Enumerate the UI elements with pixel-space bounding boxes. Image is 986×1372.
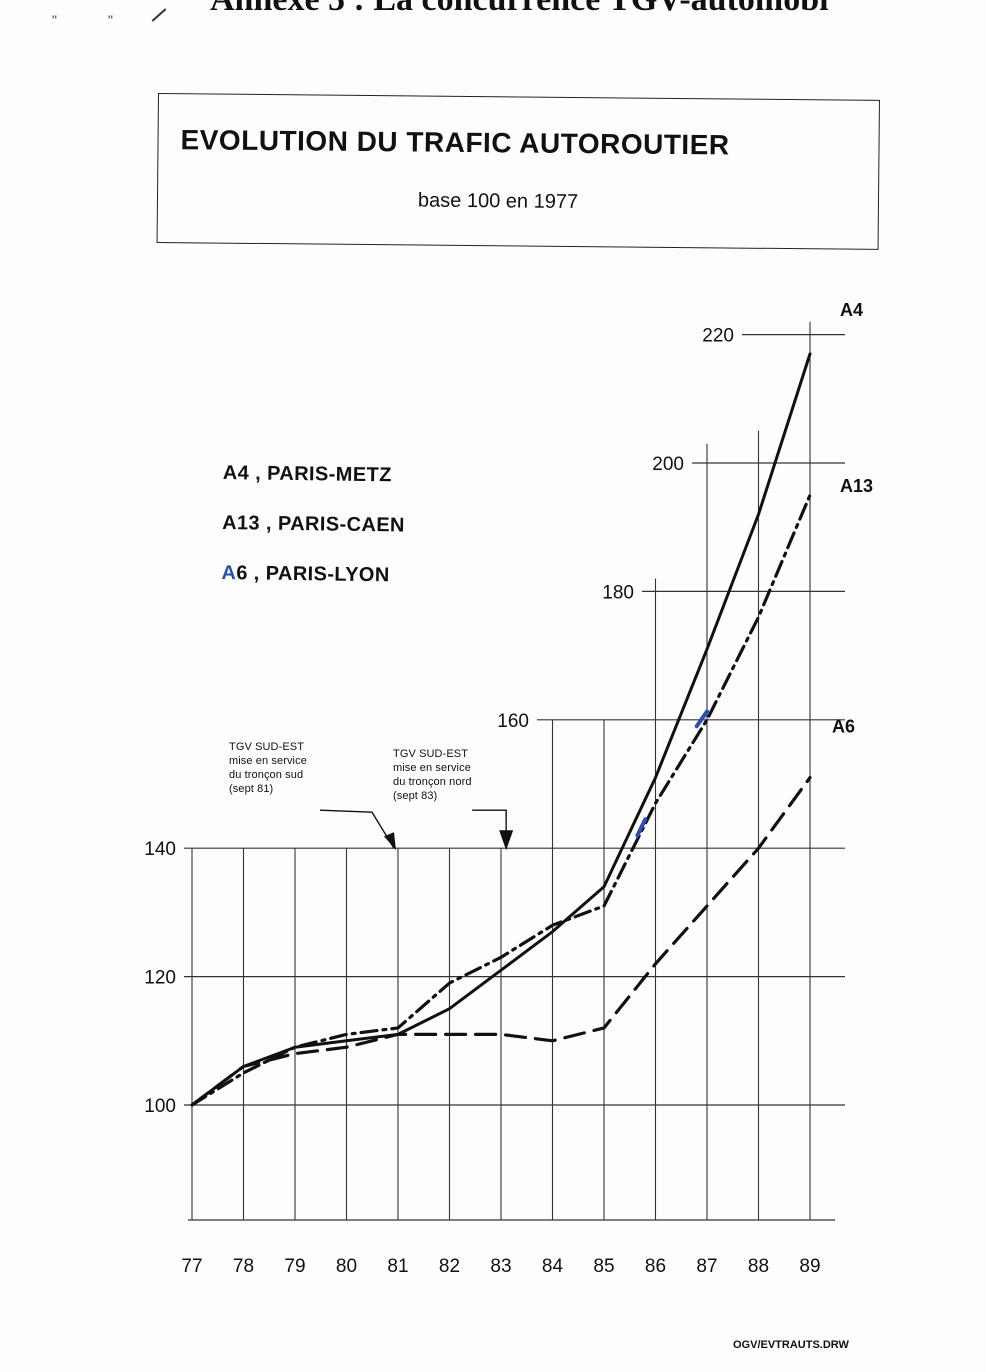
annotation-line: TGV SUD-EST: [229, 741, 305, 753]
x-tick-label: 85: [593, 1256, 614, 1277]
x-tick-label: 87: [696, 1256, 717, 1277]
scan-speck: ": [108, 12, 113, 28]
y-tick-label: 220: [702, 326, 734, 347]
annotation-line: (sept 83): [393, 790, 438, 802]
series-end-label-a6: A6: [832, 717, 855, 737]
pen-mark-blue: [694, 709, 709, 729]
annotation-arrowhead: [499, 830, 514, 851]
annex-heading: Annexe 5 : La concurrence TGV-automobi: [210, 0, 986, 18]
x-tick-label: 83: [490, 1256, 511, 1277]
series-line-a6: [190, 775, 812, 1107]
annotation-line: mise en service: [393, 762, 471, 774]
y-tick-label: 200: [652, 454, 684, 475]
annotation-arrow-line: [319, 809, 395, 849]
x-tick-label: 77: [181, 1256, 202, 1277]
x-tick-label: 80: [336, 1256, 357, 1277]
series-end-label-a13: A13: [840, 476, 873, 496]
annotation-tgv-sud: TGV SUD-EST mise en service du tronçon s…: [229, 740, 339, 796]
annotation-line: du tronçon sud: [229, 769, 304, 781]
y-tick-label: 100: [144, 1096, 176, 1117]
x-tick-label: 88: [748, 1256, 769, 1277]
pen-mark-blue: [635, 817, 648, 838]
x-tick-label: 86: [645, 1256, 666, 1277]
annotation-line: du tronçon nord: [393, 776, 472, 788]
x-tick-label: 79: [284, 1256, 305, 1277]
x-tick-label: 84: [542, 1256, 564, 1277]
series-end-label-a4: A4: [840, 300, 863, 320]
annotation-line: mise en service: [229, 755, 307, 767]
x-tick-label: 89: [799, 1256, 820, 1277]
file-code: OGV/EVTRAUTS.DRW: [733, 1339, 849, 1351]
annotation-line: (sept 81): [229, 783, 274, 795]
y-tick-label: 180: [602, 582, 634, 603]
scan-speck: ": [52, 12, 57, 28]
annotation-arrowhead: [384, 832, 396, 851]
x-tick-label: 78: [233, 1256, 254, 1277]
annotation-tgv-nord: TGV SUD-EST mise en service du tronçon n…: [393, 747, 503, 803]
annotation-arrow-line: [472, 809, 507, 841]
y-tick-label: 160: [497, 711, 529, 732]
y-tick-label: 140: [144, 839, 176, 860]
annotation-line: TGV SUD-EST: [393, 748, 469, 760]
x-tick-label: 82: [439, 1256, 460, 1277]
x-tick-label: 81: [387, 1256, 408, 1277]
y-tick-label: 120: [144, 968, 176, 989]
series-line-a13: [190, 493, 812, 1107]
